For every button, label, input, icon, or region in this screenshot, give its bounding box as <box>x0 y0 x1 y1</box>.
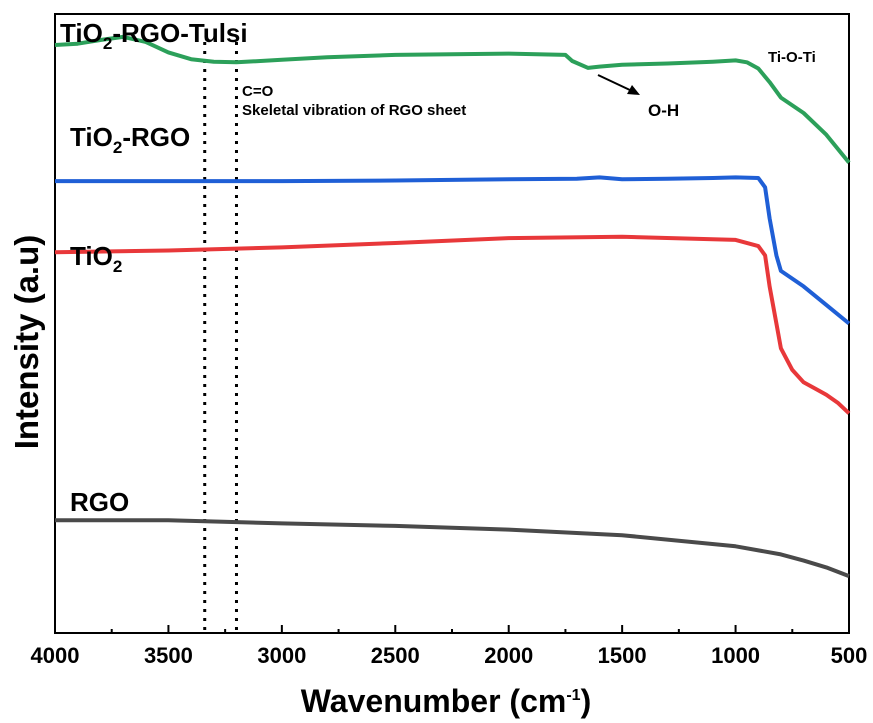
series-label-0: TiO2-RGO-Tulsi <box>60 18 248 53</box>
x-axis-title-close: ) <box>581 683 592 719</box>
series-label-subscript: 2 <box>103 34 112 53</box>
y-axis-title: Intensity (a.u) <box>8 235 45 450</box>
x-tick-label: 3500 <box>144 643 193 668</box>
x-tick-label: 1500 <box>598 643 647 668</box>
series-line-2 <box>54 234 851 415</box>
annotation-co: C=O <box>242 83 274 100</box>
series-label-main: TiO <box>70 122 113 152</box>
series-label-main: TiO <box>60 18 103 48</box>
x-tick-label: 3000 <box>257 643 306 668</box>
series-label-1: TiO2-RGO <box>70 122 190 157</box>
x-axis-title-text: Wavenumber (cm <box>301 683 567 719</box>
series-line-3 <box>55 518 850 578</box>
reference-lines <box>203 42 238 633</box>
series-label-main: TiO <box>70 241 113 271</box>
x-tick-label: 4000 <box>31 643 80 668</box>
x-tick-label: 2000 <box>484 643 533 668</box>
series-label-subscript: 2 <box>113 257 122 276</box>
series-label-2: TiO2 <box>70 241 122 276</box>
annotation-oh: O-H <box>648 101 679 120</box>
x-tick-label: 1000 <box>711 643 760 668</box>
x-tick-label: 2500 <box>371 643 420 668</box>
series-label-main: RGO <box>70 487 129 517</box>
x-tick-label: 500 <box>831 643 868 668</box>
x-axis-title: Wavenumber (cm-1) <box>301 683 591 719</box>
arrow-icon <box>597 74 640 95</box>
x-axis-title-sup: -1 <box>566 687 580 704</box>
annotation-skeletal: Skeletal vibration of RGO sheet <box>242 102 466 119</box>
series-label-rest: -RGO <box>122 122 190 152</box>
series-label-subscript: 2 <box>113 138 122 157</box>
series-line-0 <box>54 34 851 164</box>
x-axis-ticks: 4000 3500 3000 2500 2000 1500 1000 500 <box>31 625 868 668</box>
series-lines <box>54 34 851 578</box>
series-line-1 <box>55 175 851 326</box>
annotation-tioti: Ti-O-Ti <box>768 49 816 66</box>
series-label-rest: -RGO-Tulsi <box>112 18 247 48</box>
series-label-3: RGO <box>70 487 129 517</box>
